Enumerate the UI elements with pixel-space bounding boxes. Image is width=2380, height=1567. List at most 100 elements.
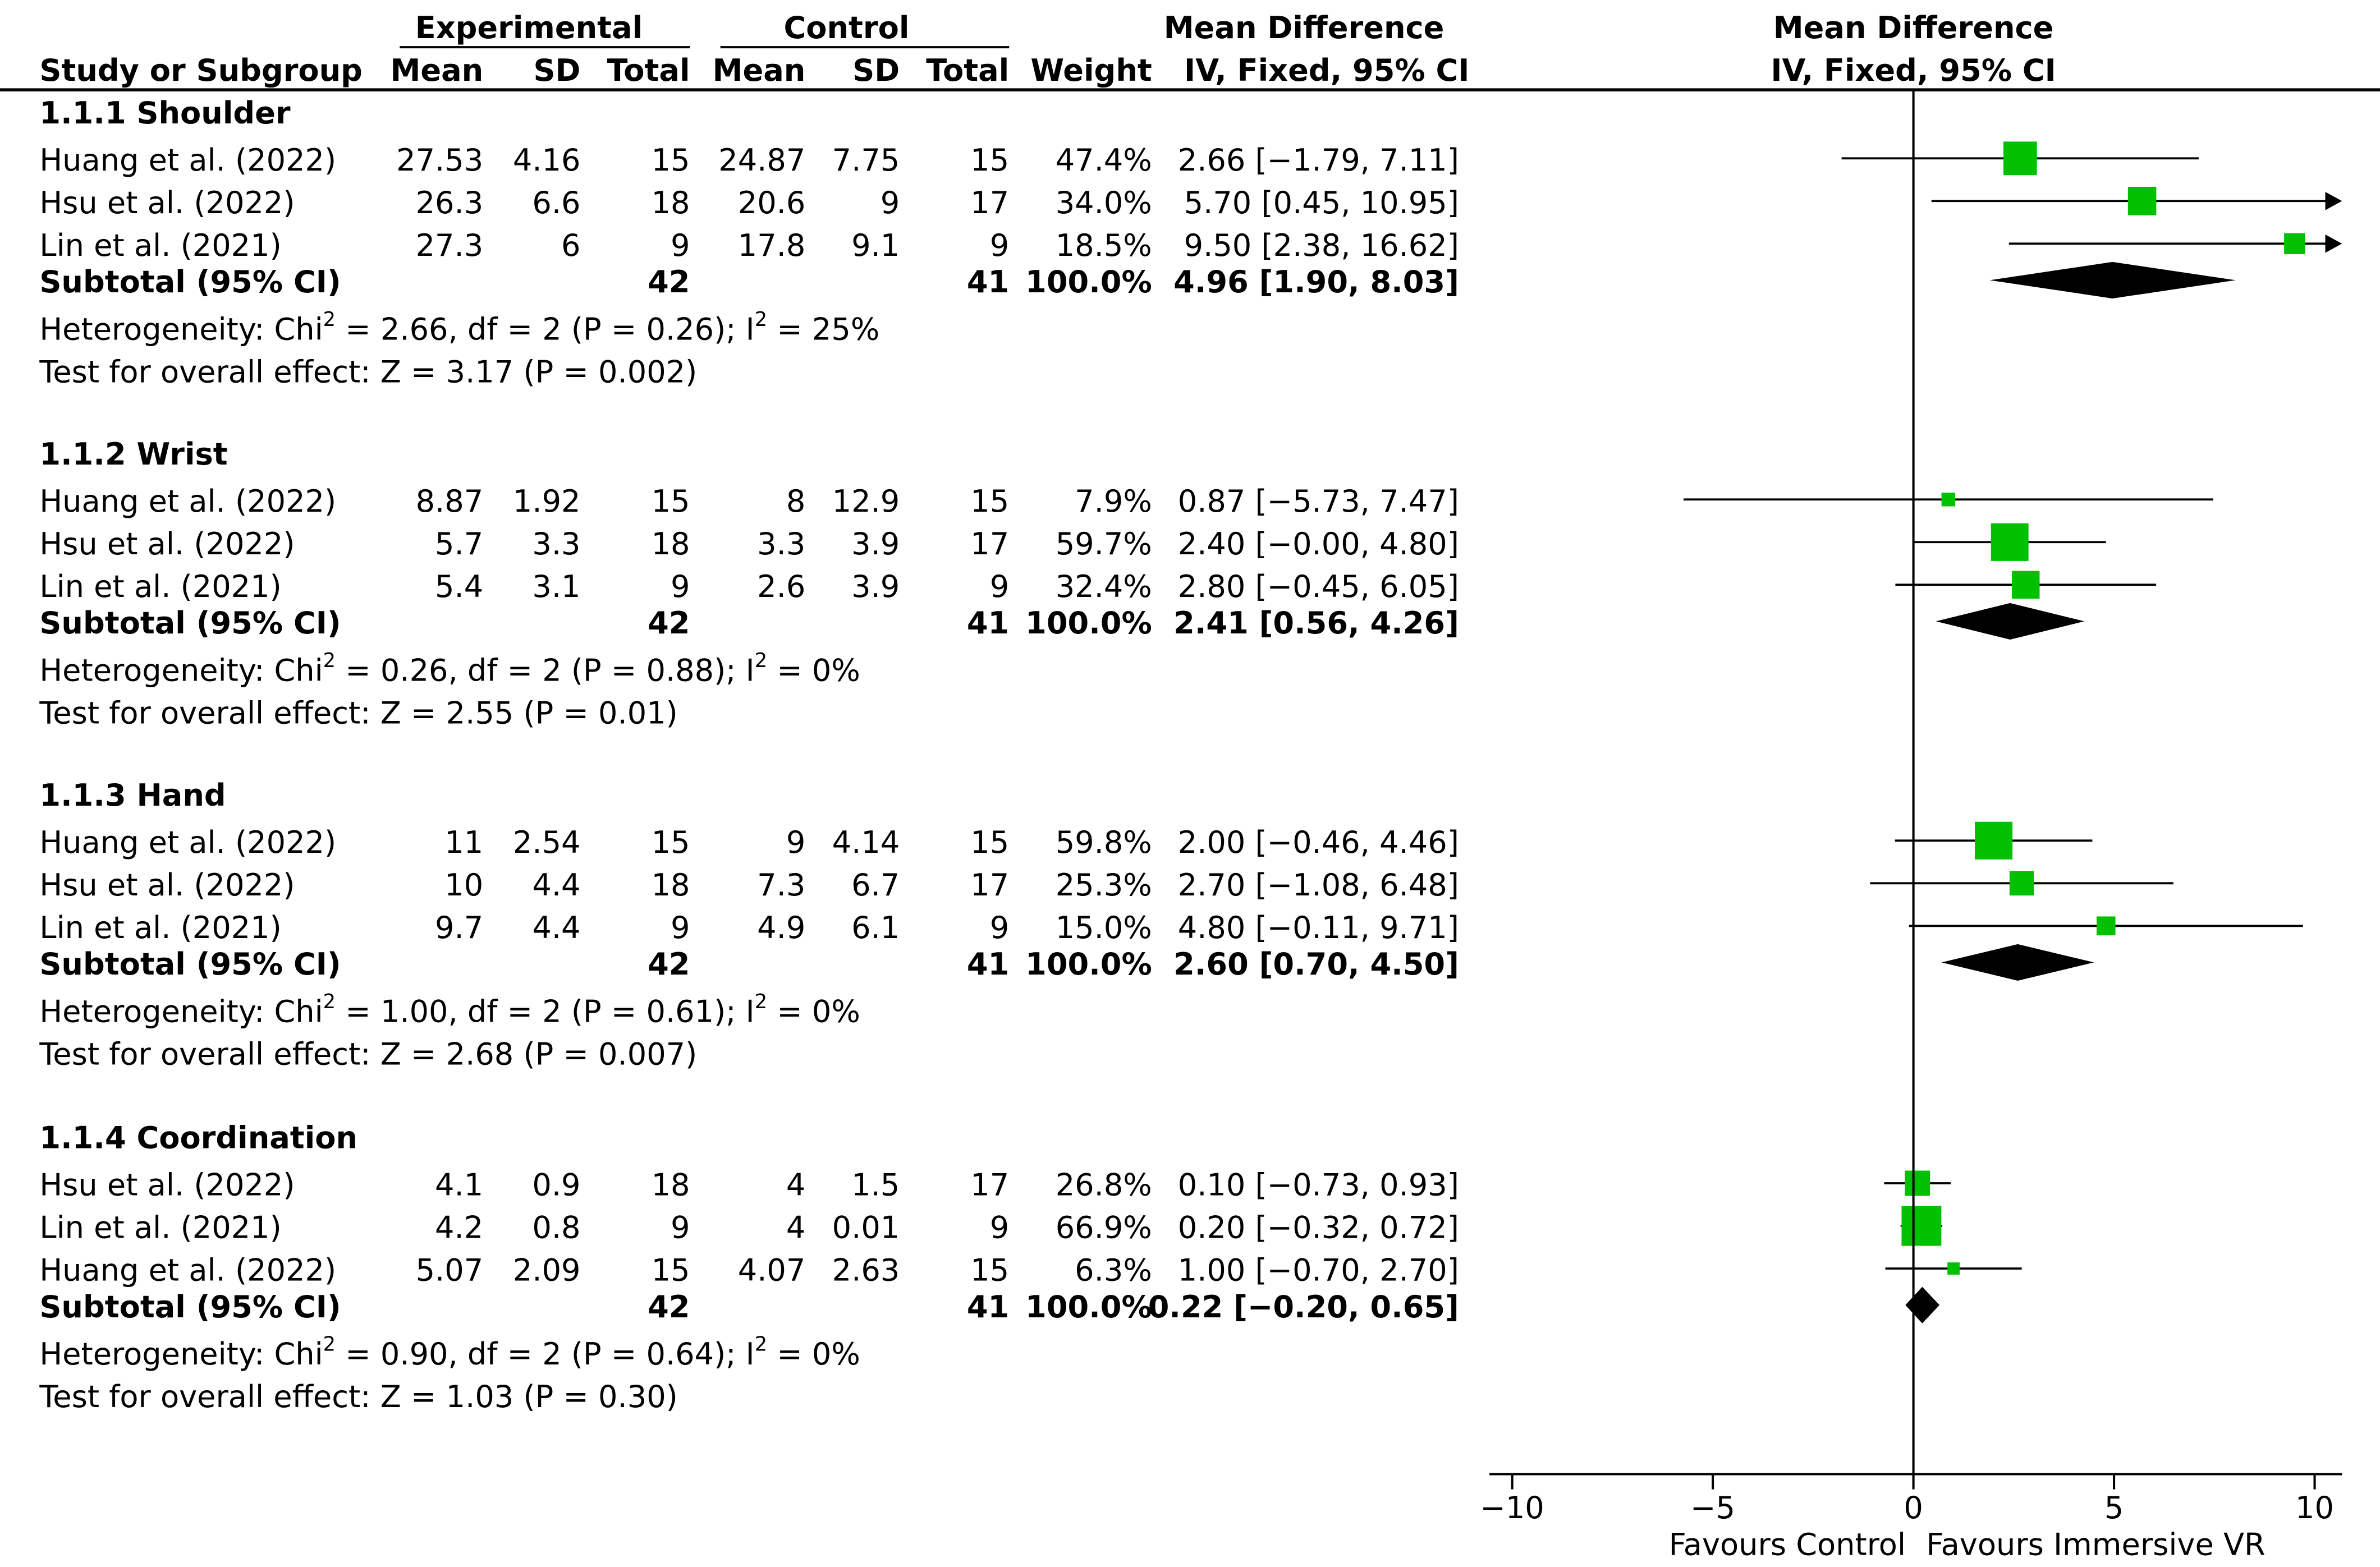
heterogeneity-stat: Heterogeneity: Chi2 = 0.26, df = 2 (P = … [39, 652, 860, 688]
ctrl-mean: 17.8 [737, 227, 806, 264]
study-marker [1905, 1170, 1930, 1196]
heterogeneity-stat: Heterogeneity: Chi2 = 1.00, df = 2 (P = … [39, 993, 860, 1030]
exp-mean: 10 [444, 866, 484, 903]
ctrl-sd-header: SD [852, 52, 900, 89]
study-marker [1901, 1206, 1942, 1246]
study-marker [2127, 186, 2157, 215]
study-weight: 7.9% [1075, 482, 1152, 520]
exp-total: 18 [651, 1166, 690, 1203]
subtotal-ci: 2.41 [0.56, 4.26] [1173, 604, 1459, 641]
ctrl-sd: 3.9 [851, 525, 900, 562]
subtotal-diamond [1941, 944, 2094, 981]
subtotal-weight: 100.0% [1025, 263, 1152, 300]
study-weight: 26.8% [1055, 1166, 1152, 1203]
study-marker [2012, 571, 2040, 599]
exp-sd: 3.1 [532, 568, 581, 605]
subtotal-label: Subtotal (95% CI) [39, 945, 341, 982]
ctrl-sd: 7.75 [832, 141, 900, 178]
x-tick-label: −5 [1690, 1489, 1736, 1526]
ctrl-sd: 2.63 [832, 1252, 900, 1289]
study-ci: 9.50 [2.38, 16.62] [1184, 227, 1459, 264]
ctrl-total: 9 [989, 1209, 1010, 1246]
heterogeneity-text: = 0% [767, 1335, 860, 1372]
study-marker [1991, 523, 2029, 561]
study-name: Hsu et al. (2022) [39, 184, 295, 221]
study-marker [2284, 233, 2305, 254]
study-ci: 2.70 [−1.08, 6.48] [1177, 866, 1459, 903]
heterogeneity-text: Heterogeneity: Chi [39, 1335, 323, 1372]
study-name: Lin et al. (2021) [39, 909, 282, 946]
exp-mean: 27.53 [396, 141, 484, 178]
ctrl-total: 9 [989, 568, 1010, 605]
superscript: 2 [754, 991, 768, 1015]
heterogeneity-text: = 0.26, df = 2 (P = 0.88); I [336, 651, 755, 688]
subtotal-ctrl-total: 41 [966, 1288, 1010, 1325]
exp-mean-header: Mean [390, 52, 484, 89]
md-header-subtitle: IV, Fixed, 95% CI [1184, 52, 1470, 89]
study-name: Hsu et al. (2022) [39, 1166, 295, 1203]
ci-arrow [2325, 235, 2342, 253]
subtotal-weight: 100.0% [1025, 945, 1152, 982]
ctrl-mean: 24.87 [718, 141, 806, 178]
weight-header: Weight [1030, 52, 1152, 89]
favours-immersive-vr-label: Favours Immersive VR [1926, 1525, 2266, 1563]
exp-sd-header: SD [533, 52, 581, 89]
subtotal-label: Subtotal (95% CI) [39, 1288, 341, 1325]
superscript: 2 [323, 1334, 336, 1358]
exp-sd: 4.16 [512, 141, 581, 178]
ctrl-sd: 9 [880, 184, 900, 221]
ctrl-total: 15 [970, 1252, 1010, 1289]
heterogeneity-text: Heterogeneity: Chi [39, 310, 323, 347]
overall-effect-test: Test for overall effect: Z = 2.68 (P = 0… [39, 1035, 698, 1072]
study-name: Hsu et al. (2022) [39, 525, 295, 562]
subgroup-title: 1.1.4 Coordination [39, 1119, 358, 1156]
exp-mean: 5.7 [435, 525, 484, 562]
ctrl-total: 17 [970, 1166, 1010, 1203]
subtotal-diamond [1936, 603, 2085, 640]
ctrl-sd: 1.5 [851, 1166, 900, 1203]
ctrl-mean: 4 [786, 1166, 806, 1203]
heterogeneity-stat: Heterogeneity: Chi2 = 0.90, df = 2 (P = … [39, 1335, 860, 1372]
exp-mean: 9.7 [435, 909, 484, 946]
ctrl-sd: 9.1 [851, 227, 900, 264]
heterogeneity-text: = 0.90, df = 2 (P = 0.64); I [336, 1335, 755, 1372]
study-ci: 2.80 [−0.45, 6.05] [1177, 568, 1459, 605]
ctrl-mean: 4 [786, 1209, 806, 1246]
study-name: Hsu et al. (2022) [39, 866, 295, 903]
heterogeneity-stat: Heterogeneity: Chi2 = 2.66, df = 2 (P = … [39, 311, 879, 347]
subtotal-ctrl-total: 41 [966, 263, 1010, 300]
study-name: Huang et al. (2022) [39, 141, 337, 178]
plot-header-title: Mean Difference [1773, 9, 2054, 46]
subtotal-weight: 100.0% [1025, 604, 1152, 641]
exp-mean: 8.87 [415, 482, 484, 520]
study-name: Huang et al. (2022) [39, 1252, 337, 1289]
study-name: Lin et al. (2021) [39, 1209, 282, 1246]
exp-mean: 4.2 [435, 1209, 484, 1246]
exp-mean: 4.1 [435, 1166, 484, 1203]
study-marker [1941, 493, 1955, 507]
exp-sd: 0.9 [532, 1166, 581, 1203]
ctrl-sd: 0.01 [832, 1209, 900, 1246]
ctrl-mean: 3.3 [757, 525, 806, 562]
superscript: 2 [323, 309, 336, 333]
exp-sd: 2.54 [512, 824, 581, 861]
exp-sd: 6 [561, 227, 581, 264]
ctrl-total: 17 [970, 866, 1010, 903]
ctrl-mean: 7.3 [757, 866, 806, 903]
ctrl-mean: 4.9 [757, 909, 806, 946]
exp-total: 9 [671, 568, 690, 605]
study-ci: 0.87 [−5.73, 7.47] [1177, 482, 1459, 520]
ctrl-total: 9 [989, 909, 1010, 946]
subtotal-ctrl-total: 41 [966, 945, 1010, 982]
ctrl-sd: 6.7 [851, 866, 900, 903]
subgroup-title: 1.1.2 Wrist [39, 435, 228, 472]
study-weight: 32.4% [1055, 568, 1152, 605]
exp-mean: 27.3 [415, 227, 484, 264]
study-weight: 15.0% [1055, 909, 1152, 946]
subtotal-diamond [1905, 1286, 1940, 1324]
superscript: 2 [754, 650, 768, 674]
subtotal-exp-total: 42 [648, 604, 690, 641]
superscript: 2 [323, 650, 336, 674]
plot-header-subtitle: IV, Fixed, 95% CI [1771, 52, 2056, 89]
